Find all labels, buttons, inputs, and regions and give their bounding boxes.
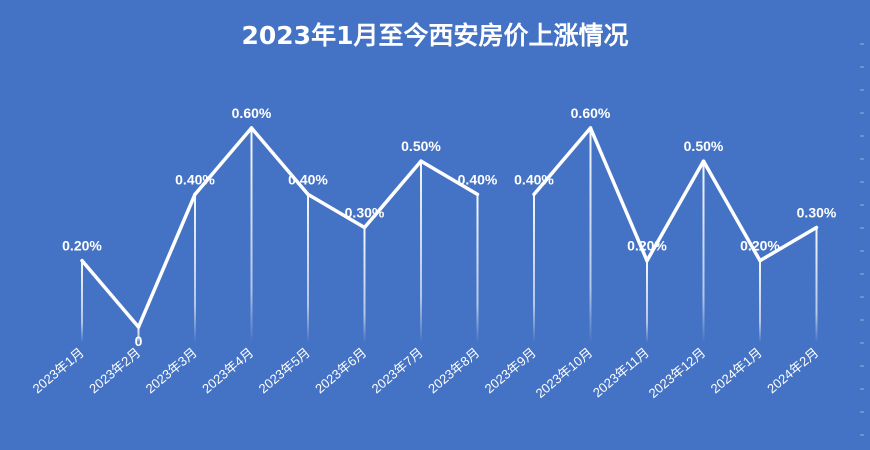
data-label: 0 — [135, 333, 143, 349]
series-segment — [532, 126, 593, 197]
chart-title: 2023年1月至今西安房价上涨情况 — [242, 21, 629, 50]
drop-lines — [81, 128, 818, 343]
data-label: 0.60% — [232, 105, 272, 121]
data-label: 0.40% — [175, 171, 215, 187]
drop-line — [250, 128, 253, 343]
drop-line — [194, 194, 196, 343]
series-segment — [193, 126, 254, 197]
drop-line — [702, 161, 705, 343]
data-label: 0.20% — [740, 238, 780, 254]
drop-line — [363, 227, 366, 343]
data-label: 0.30% — [345, 205, 385, 221]
drop-line — [420, 161, 422, 343]
series-segment — [136, 192, 197, 329]
series-segment — [249, 126, 310, 197]
series-segment — [362, 159, 423, 230]
series-segment — [758, 225, 819, 263]
data-label: 0.60% — [571, 105, 611, 121]
series-segment — [80, 258, 141, 329]
data-label: 0.20% — [627, 238, 667, 254]
drop-line — [307, 194, 309, 343]
data-labels: 0.20% 0 0.40% 0.60% 0.40% 0.30% 0.50% 0.40% 0.40… — [62, 105, 837, 349]
drop-line — [137, 327, 140, 343]
drop-line — [589, 128, 592, 343]
series-segment — [588, 126, 649, 263]
drop-line — [646, 260, 648, 343]
data-label: 0.30% — [797, 205, 837, 221]
data-label: 0.20% — [62, 238, 102, 254]
drop-line — [815, 227, 818, 343]
series-segment — [419, 159, 480, 197]
drop-line — [759, 260, 761, 343]
drop-line — [533, 194, 535, 343]
data-label: 0.40% — [458, 171, 498, 187]
drop-line — [476, 194, 479, 343]
data-label: 0.50% — [684, 138, 724, 154]
series-segment — [645, 159, 706, 263]
data-label: 0.50% — [401, 138, 441, 154]
data-label: 0.40% — [514, 171, 554, 187]
series-segment — [306, 192, 367, 230]
series-segment — [701, 159, 762, 263]
right-axis-ticks — [860, 43, 864, 436]
data-label: 0.40% — [288, 171, 328, 187]
drop-line — [81, 260, 83, 343]
series-line — [80, 126, 819, 329]
